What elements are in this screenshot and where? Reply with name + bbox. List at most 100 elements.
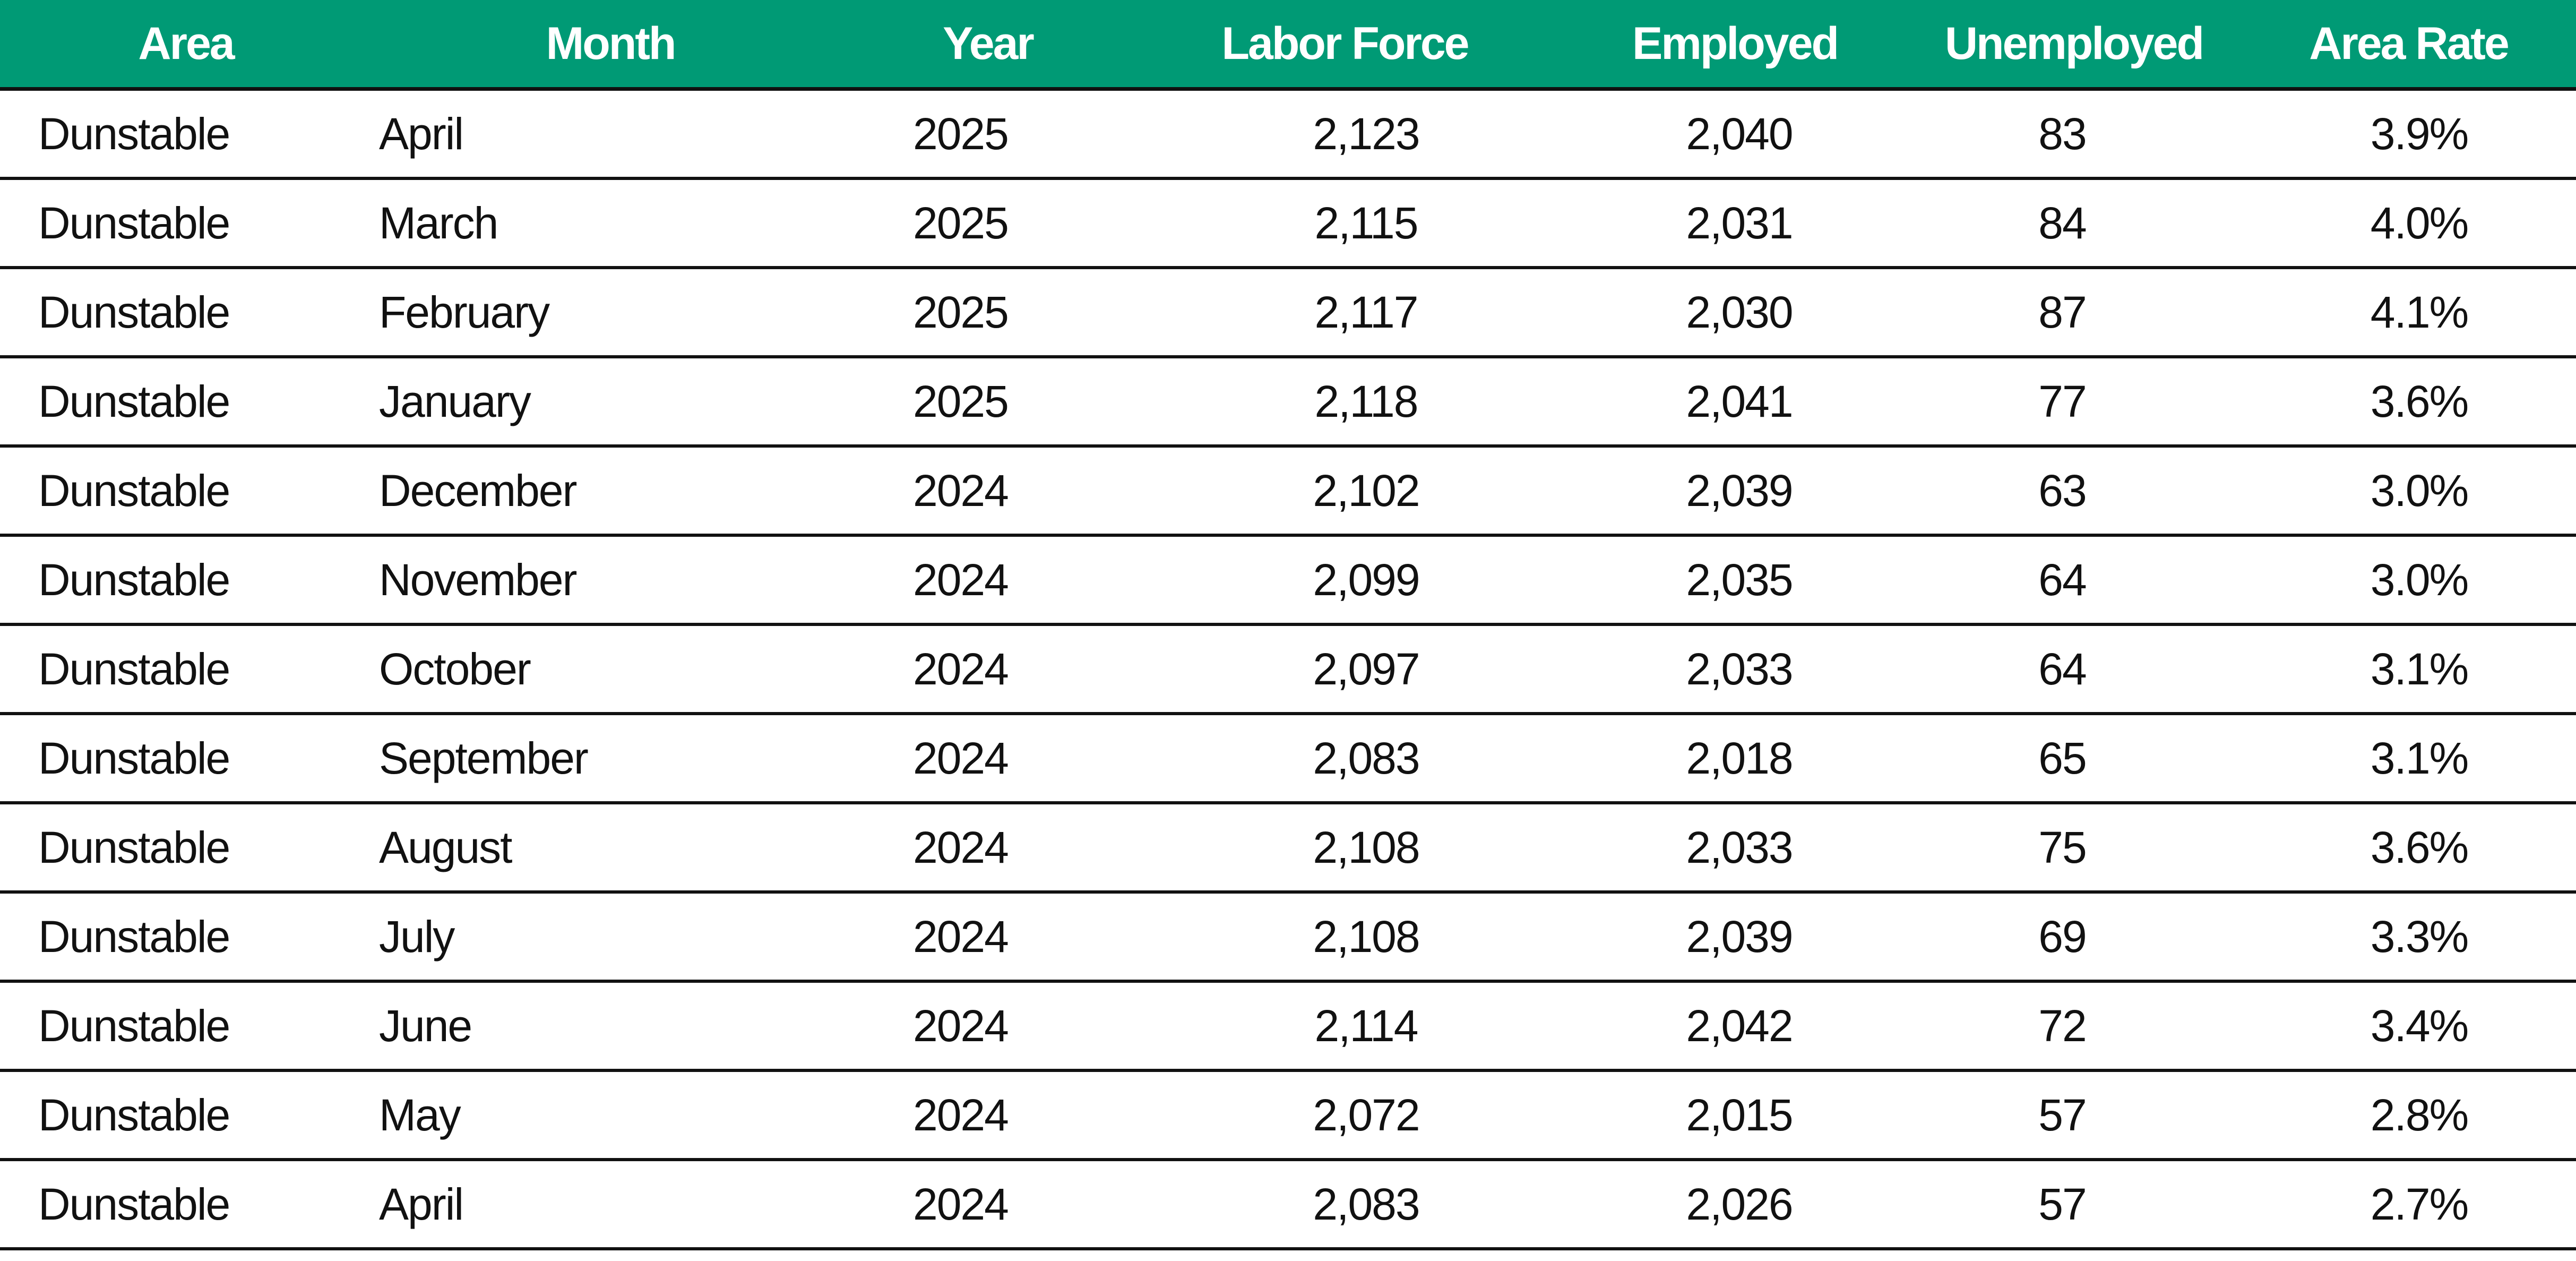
column-header-employed: Employed xyxy=(1563,0,1907,91)
table-header: Area Month Year Labor Force Employed Une… xyxy=(0,0,2576,91)
table-row: Dunstable March 2025 2,115 2,031 84 4.0% xyxy=(0,178,2576,269)
employed-cell: 2,033 xyxy=(1563,803,1907,894)
header-row: Area Month Year Labor Force Employed Une… xyxy=(0,0,2576,91)
unemployed-cell: 57 xyxy=(1907,1160,2241,1250)
area-cell: Dunstable xyxy=(0,892,372,983)
area-cell: Dunstable xyxy=(0,803,372,894)
year-cell: 2024 xyxy=(849,1160,1126,1250)
area-cell: Dunstable xyxy=(0,89,372,180)
year-cell: 2024 xyxy=(849,714,1126,804)
area-rate-cell: 4.1% xyxy=(2241,268,2576,358)
area-rate-cell: 3.0% xyxy=(2241,535,2576,626)
unemployed-cell: 75 xyxy=(1907,803,2241,894)
unemployed-cell: 69 xyxy=(1907,892,2241,983)
area-rate-cell: 3.1% xyxy=(2241,714,2576,804)
employed-cell: 2,035 xyxy=(1563,535,1907,626)
column-header-year: Year xyxy=(849,0,1126,91)
area-cell: Dunstable xyxy=(0,981,372,1072)
unemployed-cell: 65 xyxy=(1907,714,2241,804)
year-cell: 2024 xyxy=(849,803,1126,894)
employed-cell: 2,041 xyxy=(1563,357,1907,448)
unemployed-cell: 63 xyxy=(1907,446,2241,537)
year-cell: 2024 xyxy=(849,446,1126,537)
month-cell: September xyxy=(372,714,849,804)
table-row: Dunstable August 2024 2,108 2,033 75 3.6% xyxy=(0,803,2576,894)
unemployed-cell: 57 xyxy=(1907,1070,2241,1161)
table-row: Dunstable June 2024 2,114 2,042 72 3.4% xyxy=(0,981,2576,1072)
area-rate-cell: 3.1% xyxy=(2241,624,2576,715)
labor-force-cell: 2,083 xyxy=(1126,1160,1563,1250)
area-cell: Dunstable xyxy=(0,446,372,537)
labor-force-cell: 2,072 xyxy=(1126,1070,1563,1161)
area-rate-cell: 3.0% xyxy=(2241,446,2576,537)
employed-cell: 2,030 xyxy=(1563,268,1907,358)
table-body: Dunstable April 2025 2,123 2,040 83 3.9% Dunsta… xyxy=(0,89,2576,1250)
unemployed-cell: 64 xyxy=(1907,535,2241,626)
month-cell: May xyxy=(372,1070,849,1161)
employed-cell: 2,015 xyxy=(1563,1070,1907,1161)
month-cell: August xyxy=(372,803,849,894)
area-cell: Dunstable xyxy=(0,178,372,269)
area-cell: Dunstable xyxy=(0,1070,372,1161)
area-cell: Dunstable xyxy=(0,535,372,626)
month-cell: November xyxy=(372,535,849,626)
labor-force-cell: 2,118 xyxy=(1126,357,1563,448)
employed-cell: 2,033 xyxy=(1563,624,1907,715)
column-header-labor-force: Labor Force xyxy=(1126,0,1563,91)
area-cell: Dunstable xyxy=(0,268,372,358)
area-rate-cell: 2.8% xyxy=(2241,1070,2576,1161)
column-header-area: Area xyxy=(0,0,372,91)
employed-cell: 2,039 xyxy=(1563,446,1907,537)
year-cell: 2024 xyxy=(849,981,1126,1072)
area-cell: Dunstable xyxy=(0,1160,372,1250)
employed-cell: 2,018 xyxy=(1563,714,1907,804)
month-cell: April xyxy=(372,1160,849,1250)
area-rate-cell: 3.6% xyxy=(2241,357,2576,448)
labor-force-cell: 2,102 xyxy=(1126,446,1563,537)
labor-force-cell: 2,114 xyxy=(1126,981,1563,1072)
month-cell: March xyxy=(372,178,849,269)
labor-force-cell: 2,117 xyxy=(1126,268,1563,358)
month-cell: February xyxy=(372,268,849,358)
table-row: Dunstable September 2024 2,083 2,018 65 3.1% xyxy=(0,714,2576,804)
year-cell: 2024 xyxy=(849,892,1126,983)
labor-force-cell: 2,108 xyxy=(1126,803,1563,894)
year-cell: 2025 xyxy=(849,268,1126,358)
employed-cell: 2,040 xyxy=(1563,89,1907,180)
employed-cell: 2,042 xyxy=(1563,981,1907,1072)
year-cell: 2025 xyxy=(849,178,1126,269)
area-rate-cell: 3.3% xyxy=(2241,892,2576,983)
column-header-unemployed: Unemployed xyxy=(1907,0,2241,91)
unemployed-cell: 84 xyxy=(1907,178,2241,269)
area-cell: Dunstable xyxy=(0,624,372,715)
table-row: Dunstable May 2024 2,072 2,015 57 2.8% xyxy=(0,1070,2576,1161)
labor-force-cell: 2,099 xyxy=(1126,535,1563,626)
table-row: Dunstable December 2024 2,102 2,039 63 3.0% xyxy=(0,446,2576,537)
table-row: Dunstable October 2024 2,097 2,033 64 3.1% xyxy=(0,624,2576,715)
labor-force-cell: 2,097 xyxy=(1126,624,1563,715)
unemployed-cell: 83 xyxy=(1907,89,2241,180)
area-rate-cell: 3.4% xyxy=(2241,981,2576,1072)
employed-cell: 2,026 xyxy=(1563,1160,1907,1250)
unemployed-cell: 87 xyxy=(1907,268,2241,358)
unemployed-cell: 72 xyxy=(1907,981,2241,1072)
table-row: Dunstable July 2024 2,108 2,039 69 3.3% xyxy=(0,892,2576,983)
area-rate-cell: 3.9% xyxy=(2241,89,2576,180)
employed-cell: 2,039 xyxy=(1563,892,1907,983)
column-header-area-rate: Area Rate xyxy=(2241,0,2576,91)
area-rate-cell: 2.7% xyxy=(2241,1160,2576,1250)
year-cell: 2024 xyxy=(849,1070,1126,1161)
month-cell: January xyxy=(372,357,849,448)
area-cell: Dunstable xyxy=(0,357,372,448)
year-cell: 2024 xyxy=(849,535,1126,626)
labor-force-cell: 2,083 xyxy=(1126,714,1563,804)
year-cell: 2025 xyxy=(849,89,1126,180)
month-cell: December xyxy=(372,446,849,537)
month-cell: October xyxy=(372,624,849,715)
table-row: Dunstable January 2025 2,118 2,041 77 3.6% xyxy=(0,357,2576,448)
year-cell: 2025 xyxy=(849,357,1126,448)
table-row: Dunstable November 2024 2,099 2,035 64 3.0% xyxy=(0,535,2576,626)
employed-cell: 2,031 xyxy=(1563,178,1907,269)
